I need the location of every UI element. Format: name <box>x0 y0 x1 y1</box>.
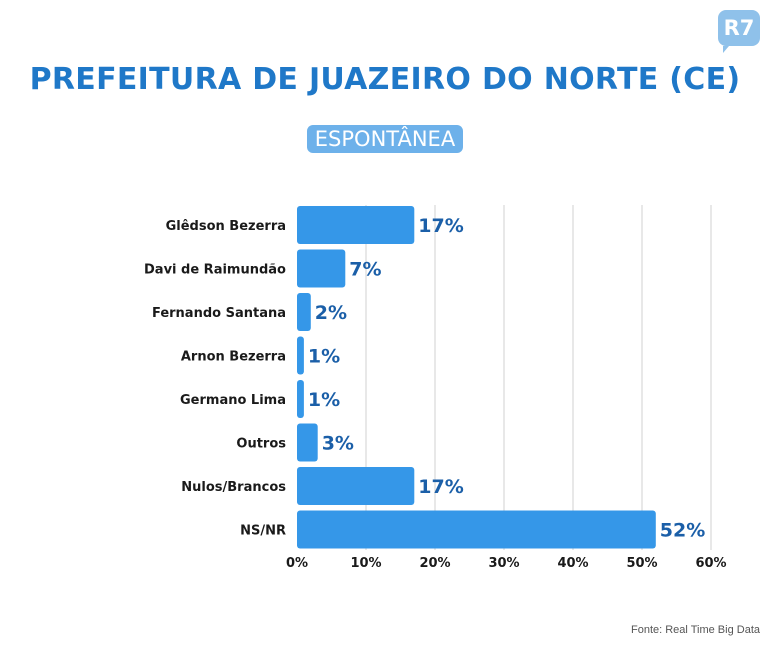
category-label: Outros <box>236 437 286 452</box>
value-label: 2% <box>315 302 347 324</box>
bar <box>297 249 346 288</box>
bar <box>297 510 656 549</box>
category-label: Nulos/Brancos <box>181 480 286 495</box>
x-tick-label: 60% <box>695 556 726 571</box>
value-label: 1% <box>308 389 340 411</box>
value-label: 52% <box>660 520 705 542</box>
bar <box>297 380 304 418</box>
category-label: NS/NR <box>240 524 286 539</box>
bar <box>297 467 415 505</box>
x-tick-label: 40% <box>557 556 588 571</box>
value-label: 3% <box>322 433 354 455</box>
bar <box>297 293 311 331</box>
x-tick-label: 30% <box>488 556 519 571</box>
value-label: 1% <box>308 346 340 368</box>
x-tick-label: 10% <box>350 556 381 571</box>
x-tick-label: 50% <box>626 556 657 571</box>
category-label: Arnon Bezerra <box>181 350 286 365</box>
category-label: Davi de Raimundão <box>144 263 286 278</box>
source-note: Fonte: Real Time Big Data <box>630 624 760 636</box>
bar <box>297 423 318 462</box>
value-label: 17% <box>418 215 463 237</box>
x-tick-label: 20% <box>419 556 450 571</box>
category-label: Fernando Santana <box>152 306 286 321</box>
value-label: 17% <box>418 476 463 498</box>
chart-subtitle: ESPONTÂNEA <box>306 125 464 153</box>
r7-logo: R7 <box>718 10 760 53</box>
category-label: Germano Lima <box>180 393 286 408</box>
subtitle-container: ESPONTÂNEA <box>0 125 770 153</box>
x-tick-label: 0% <box>286 556 308 571</box>
bar <box>297 206 415 244</box>
value-label: 7% <box>349 259 381 281</box>
bar <box>297 336 304 375</box>
chart-title: PREFEITURA DE JUAZEIRO DO NORTE (CE) <box>29 62 741 97</box>
category-label: Glêdson Bezerra <box>166 219 286 234</box>
